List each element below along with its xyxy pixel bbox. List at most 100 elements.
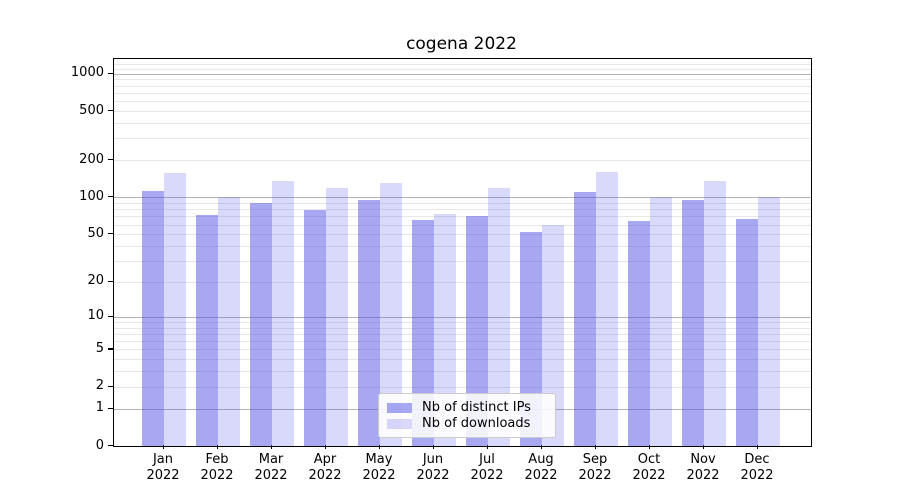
legend-swatch-distinct-ips: [387, 402, 412, 413]
gridline-3: [114, 371, 811, 373]
bar-jan-distinct-ips: [142, 190, 164, 446]
bar-may-distinct-ips: [358, 200, 380, 446]
legend-item-distinct-ips: Nb of distinct IPs: [387, 400, 555, 415]
gridline-200: [114, 160, 811, 162]
bar-aug-distinct-ips: [520, 232, 542, 446]
y-tick-20: [108, 280, 113, 283]
bar-sep-distinct-ips: [574, 192, 596, 446]
y-tick-label-2: 2: [95, 378, 104, 394]
bar-apr-downloads: [326, 188, 348, 446]
y-tick-10: [108, 315, 113, 317]
gridline-6: [114, 341, 811, 343]
x-tick-label-oct: Oct 2022: [632, 452, 666, 483]
gridline-500: [114, 111, 811, 112]
x-tick-label-jan: Jan 2022: [146, 452, 180, 483]
chart-title: cogena 2022: [406, 34, 517, 54]
gridline-10: [114, 316, 811, 318]
legend-item-downloads: Nb of downloads: [387, 416, 555, 431]
x-tick-label-may: May 2022: [362, 452, 396, 483]
bar-jun-downloads: [434, 214, 456, 446]
bar-jun-distinct-ips: [412, 220, 434, 446]
legend: Nb of distinct IPs Nb of downloads: [378, 393, 556, 438]
y-tick-0: [108, 445, 113, 447]
x-tick-apr: [325, 445, 327, 449]
gridline-70: [114, 216, 811, 218]
bar-feb-distinct-ips: [196, 214, 218, 446]
gridline-2: [114, 386, 811, 388]
bar-dec-distinct-ips: [736, 218, 758, 446]
x-tick-label-mar: Mar 2022: [254, 452, 288, 483]
x-tick-sep: [595, 445, 597, 449]
x-tick-aug: [541, 445, 543, 449]
gridline-600: [114, 101, 811, 103]
legend-label-distinct-ips: Nb of distinct IPs: [422, 400, 531, 415]
y-tick-label-500: 500: [79, 102, 104, 118]
x-tick-jan: [163, 445, 165, 449]
bar-jul-distinct-ips: [466, 215, 488, 446]
bar-oct-distinct-ips: [628, 221, 650, 446]
bar-apr-distinct-ips: [304, 209, 326, 446]
plot-area: [113, 58, 812, 447]
gridline-30: [114, 260, 811, 262]
bar-nov-downloads: [704, 180, 726, 446]
x-tick-label-sep: Sep 2022: [578, 452, 612, 483]
y-tick-2: [108, 385, 113, 387]
gridline-1200: [114, 63, 811, 65]
x-tick-nov: [703, 445, 705, 449]
gridline-1100: [114, 68, 811, 70]
bar-feb-downloads: [218, 196, 240, 446]
bar-aug-downloads: [542, 224, 564, 446]
y-tick-100: [108, 196, 113, 198]
y-tick-50: [108, 233, 113, 235]
bar-mar-downloads: [272, 181, 294, 446]
gridline-400: [114, 123, 811, 124]
gridline-700: [114, 92, 811, 94]
x-tick-label-nov: Nov 2022: [686, 452, 720, 483]
gridline-300: [114, 138, 811, 140]
x-tick-label-dec: Dec 2022: [740, 452, 774, 483]
gridline-900: [114, 79, 811, 81]
bar-mar-distinct-ips: [250, 202, 272, 446]
gridline-90: [114, 202, 811, 204]
bar-oct-downloads: [650, 197, 672, 446]
gridline-5: [114, 349, 811, 351]
bar-dec-downloads: [758, 196, 780, 446]
y-tick-label-10: 10: [87, 308, 104, 324]
x-tick-label-feb: Feb 2022: [200, 452, 234, 483]
x-tick-feb: [217, 445, 219, 449]
gridline-800: [114, 85, 811, 87]
y-tick-1: [108, 407, 113, 409]
gridline-100: [114, 197, 811, 199]
x-tick-jul: [487, 445, 489, 449]
x-tick-label-aug: Aug 2022: [524, 452, 558, 483]
gridline-80: [114, 209, 811, 211]
x-tick-label-jul: Jul 2022: [470, 452, 504, 483]
bar-sep-downloads: [596, 171, 618, 446]
y-tick-500: [108, 110, 113, 112]
gridline-40: [114, 245, 811, 247]
y-tick-label-50: 50: [87, 225, 104, 241]
gridline-9: [114, 321, 811, 323]
gridline-1000: [114, 73, 811, 75]
x-tick-label-apr: Apr 2022: [308, 452, 342, 483]
y-tick-label-0: 0: [95, 437, 104, 453]
x-tick-dec: [757, 445, 759, 449]
y-tick-200: [108, 159, 113, 161]
x-tick-label-jun: Jun 2022: [416, 452, 450, 483]
x-tick-mar: [271, 445, 273, 449]
gridline-8: [114, 327, 811, 329]
y-tick-label-1: 1: [95, 400, 104, 416]
bar-nov-distinct-ips: [682, 200, 704, 446]
legend-swatch-downloads: [387, 418, 412, 429]
y-tick-1000: [108, 72, 113, 74]
y-tick-label-1000: 1000: [70, 65, 104, 81]
y-tick-label-100: 100: [79, 188, 104, 204]
legend-label-downloads: Nb of downloads: [422, 416, 531, 431]
bar-may-downloads: [380, 183, 402, 446]
x-tick-oct: [649, 445, 651, 449]
y-tick-label-5: 5: [95, 340, 104, 356]
gridline-4: [114, 359, 811, 361]
gridline-60: [114, 224, 811, 226]
gridline-20: [114, 281, 811, 283]
